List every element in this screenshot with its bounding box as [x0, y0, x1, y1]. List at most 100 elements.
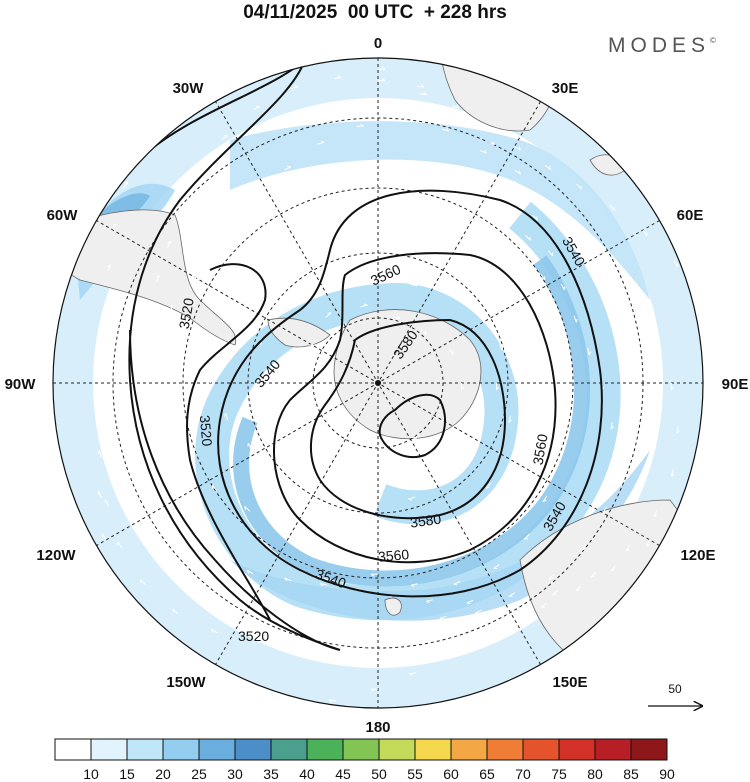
wind-vector — [461, 181, 468, 185]
wind-vector-head — [97, 491, 100, 495]
wind-vector — [485, 482, 492, 489]
wind-vector-head — [529, 349, 532, 353]
wind-vector — [704, 471, 706, 478]
wind-vector-head — [524, 538, 528, 540]
wind-vector-head — [370, 573, 375, 577]
wind-vector-head — [224, 413, 227, 417]
wind-vector-head — [550, 421, 555, 425]
wind-vector-head — [118, 375, 122, 380]
lon-label-150e: 150E — [552, 674, 587, 691]
wind-vector — [192, 276, 197, 284]
wind-vector-head — [181, 205, 185, 208]
wind-vector — [141, 141, 148, 148]
wind-vector-head — [352, 461, 356, 465]
title-lead: + 228 hrs — [423, 2, 507, 23]
land-new-zealand — [384, 597, 402, 616]
wind-vector — [475, 609, 482, 614]
wind-vector — [106, 303, 109, 311]
wind-vector-head — [676, 430, 680, 434]
brand-mark: © — [710, 36, 716, 45]
wind-vector — [432, 543, 440, 548]
south-pole-marker — [375, 380, 381, 386]
wind-vector-head — [192, 299, 196, 303]
wind-vector — [483, 126, 491, 130]
wind-vector — [487, 141, 495, 146]
wind-vector-head — [294, 640, 298, 645]
wind-vector — [270, 467, 277, 474]
wind-vector-head — [104, 339, 108, 344]
wind-vector — [435, 469, 442, 475]
wind-vector — [413, 434, 420, 440]
wind-vector — [550, 417, 553, 425]
lon-label-120e: 120E — [680, 547, 715, 564]
wind-vector — [508, 618, 515, 624]
wind-vector — [386, 452, 395, 455]
wind-vector-head — [244, 506, 246, 510]
wind-vector-head — [414, 282, 418, 287]
wind-vector-head — [646, 543, 650, 547]
wind-vector — [408, 496, 416, 500]
wind-vector-head — [162, 418, 165, 422]
wind-vector — [525, 235, 531, 241]
wind-vector — [126, 461, 130, 469]
wind-vector — [479, 149, 487, 154]
wind-vector — [645, 539, 651, 547]
wind-vector-head — [132, 617, 135, 622]
wind-vector-head — [270, 468, 273, 472]
wind-vector-head — [287, 165, 291, 168]
wind-vector-head — [208, 556, 211, 561]
wind-vector-head — [254, 253, 259, 255]
wind-vector-head — [548, 166, 552, 170]
wind-vector-head — [670, 386, 674, 391]
wind-vector-head — [252, 639, 256, 643]
wind-vector-head — [408, 498, 413, 501]
wind-vector — [509, 180, 517, 185]
wind-vector-head — [172, 608, 175, 613]
wind-vector-head — [100, 412, 103, 416]
wind-vector-head — [484, 149, 487, 154]
lat-circle-3 — [182, 187, 574, 579]
wind-vector — [474, 242, 481, 248]
wind-vector-head — [121, 418, 124, 422]
wind-vector — [361, 245, 369, 247]
wind-vector-head — [701, 299, 703, 304]
wind-vector — [117, 541, 123, 548]
wind-vector — [289, 437, 295, 445]
wind-vector-head — [248, 59, 253, 62]
wind-vector-head — [364, 243, 369, 246]
wind-vector-head — [124, 181, 129, 184]
wind-vector — [583, 250, 589, 257]
wind-vector — [284, 577, 292, 582]
wind-vector — [445, 288, 452, 294]
wind-vector — [425, 599, 434, 602]
wind-vector-head — [381, 278, 386, 282]
wind-vector-head — [104, 499, 107, 504]
wind-vector-head — [335, 556, 340, 561]
wind-vector-head — [397, 315, 401, 320]
wind-vector-head — [332, 250, 336, 253]
wind-vector-head — [704, 475, 707, 477]
wind-vector-head — [370, 688, 375, 692]
wind-vector — [245, 60, 253, 65]
wind-vector — [673, 260, 678, 267]
wind-vector-head — [438, 233, 442, 237]
wind-vector — [498, 202, 505, 207]
wind-vector-head — [386, 454, 391, 457]
wind-vector-head — [391, 554, 396, 557]
wind-vector-head — [332, 500, 336, 504]
wind-vector-head — [719, 342, 721, 345]
wind-vector — [156, 275, 160, 283]
wind-vector-head — [405, 623, 410, 626]
wind-vector — [602, 506, 607, 514]
lon-label-90e: 90E — [722, 376, 749, 393]
wind-vector-head — [536, 216, 538, 221]
wind-vector-head — [131, 340, 135, 344]
wind-vector — [310, 218, 318, 222]
wind-vector-head — [227, 297, 231, 300]
wind-vector — [653, 510, 658, 517]
wind-vector — [608, 277, 613, 285]
wind-vector-head — [125, 461, 128, 466]
contour-3520-inner-loop — [186, 263, 271, 621]
wind-vector — [546, 312, 550, 320]
title-date: 04/11/2025 — [243, 2, 338, 23]
